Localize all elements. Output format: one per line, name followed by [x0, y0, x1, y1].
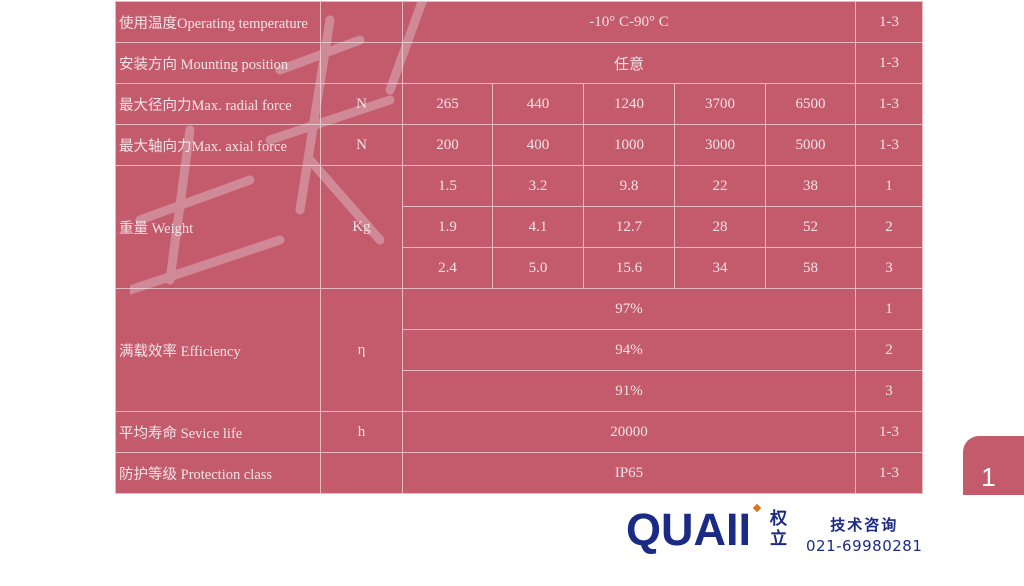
cell-type: 3 — [855, 370, 923, 412]
cell-value: 52 — [765, 206, 856, 248]
table-row: 满载效率 Efficiency η 97% 1 — [115, 288, 923, 412]
cell-type: 1 — [855, 165, 923, 207]
cell-value: 34 — [674, 247, 766, 289]
cell-value: 265 — [402, 83, 493, 125]
cell-value: 2.4 — [402, 247, 493, 289]
spec-table: 使用温度Operating temperature -10° C-90° C 1… — [115, 1, 923, 494]
table-row: 重量 Weight Kg 1.5 3.2 9.8 22 38 1 — [115, 165, 923, 289]
cell-value: 440 — [492, 83, 584, 125]
table-row: 91% 3 — [116, 370, 923, 412]
cell-value: 1.5 — [402, 165, 493, 207]
cell-value: 3700 — [674, 83, 766, 125]
contact-info: 技术咨询 021-69980281 — [806, 514, 922, 555]
table-row: 使用温度Operating temperature -10° C-90° C 1… — [115, 1, 923, 43]
cell-type: 1-3 — [855, 411, 923, 453]
cell-value: 4.1 — [492, 206, 584, 248]
cell-value: 20000 — [402, 411, 856, 453]
cell-unit: h — [320, 411, 403, 453]
table-row: 1.9 4.1 12.7 28 52 2 — [116, 206, 923, 248]
cell-unit: N — [320, 124, 403, 166]
cell-type: 1-3 — [855, 42, 923, 84]
logo-dot-icon — [752, 503, 762, 513]
table-row: 最大轴向力Max. axial force N 200 400 1000 300… — [115, 124, 923, 166]
row-label: 防护等级 Protection class — [115, 452, 321, 494]
row-label: 安装方向 Mounting position — [115, 42, 321, 84]
cell-unit: Kg — [320, 165, 403, 289]
cell-value: 3.2 — [492, 165, 584, 207]
cell-value: 3000 — [674, 124, 766, 166]
cell-value: 58 — [765, 247, 856, 289]
cell-value: IP65 — [402, 452, 856, 494]
cell-value: 12.7 — [583, 206, 675, 248]
cell-type: 1-3 — [855, 452, 923, 494]
table-row: 2.4 5.0 15.6 34 58 3 — [116, 247, 923, 289]
cell-type: 1 — [855, 288, 923, 330]
row-label: 平均寿命 Sevice life — [115, 411, 321, 453]
row-label: 满载效率 Efficiency — [115, 288, 321, 412]
cell-value: 任意 — [402, 42, 856, 84]
cell-value: 97% — [402, 288, 856, 330]
cell-value: 38 — [765, 165, 856, 207]
table-row: 最大径向力Max. radial force N 265 440 1240 37… — [115, 83, 923, 125]
cell-value: 94% — [402, 329, 856, 371]
table-row: 平均寿命 Sevice life h 20000 1-3 — [115, 411, 923, 453]
cell-unit: η — [320, 288, 403, 412]
cell-value: 15.6 — [583, 247, 675, 289]
cell-value: -10° C-90° C — [402, 1, 856, 43]
cell-type: 1-3 — [855, 83, 923, 125]
cell-type: 2 — [855, 329, 923, 371]
cell-value: 5.0 — [492, 247, 584, 289]
cell-type: 2 — [855, 206, 923, 248]
table-row: 安装方向 Mounting position 任意 1-3 — [115, 42, 923, 84]
cell-unit: N — [320, 83, 403, 125]
table-row: 防护等级 Protection class IP65 1-3 — [115, 452, 923, 494]
cell-value: 1000 — [583, 124, 675, 166]
logo-cn: 权立 — [770, 509, 787, 549]
page-number: 1 — [963, 436, 1024, 495]
cell-value: 400 — [492, 124, 584, 166]
cell-type: 1-3 — [855, 124, 923, 166]
cell-type: 1-3 — [855, 1, 923, 43]
cell-type: 3 — [855, 247, 923, 289]
logo-wordmark: QUAII — [626, 504, 752, 555]
row-label: 重量 Weight — [115, 165, 321, 289]
cell-value: 9.8 — [583, 165, 675, 207]
brand-logo: QUAII 权立 — [626, 503, 791, 555]
cell-value: 200 — [402, 124, 493, 166]
cell-value: 5000 — [765, 124, 856, 166]
row-label: 最大轴向力Max. axial force — [115, 124, 321, 166]
contact-phone: 021-69980281 — [806, 537, 923, 555]
row-label: 使用温度Operating temperature — [115, 1, 321, 43]
cell-value: 91% — [402, 370, 856, 412]
cell-value: 1240 — [583, 83, 675, 125]
cell-value: 28 — [674, 206, 766, 248]
contact-title: 技术咨询 — [830, 516, 899, 534]
cell-value: 1.9 — [402, 206, 493, 248]
row-label: 最大径向力Max. radial force — [115, 83, 321, 125]
cell-value: 22 — [674, 165, 766, 207]
cell-value: 6500 — [765, 83, 856, 125]
